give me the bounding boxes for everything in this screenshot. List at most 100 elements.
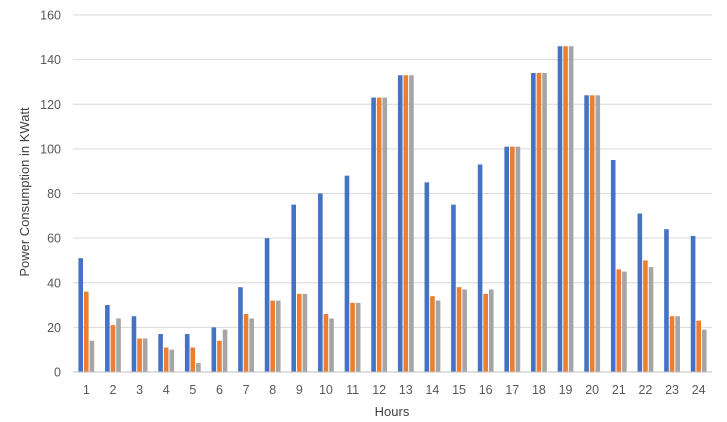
y-tick-label: 140 — [40, 53, 61, 67]
bar-series-1-hour-12 — [371, 97, 376, 373]
bar-series-2-hour-11 — [350, 302, 355, 372]
x-tick-label: 17 — [505, 383, 519, 397]
bar-series-1-hour-21 — [610, 160, 616, 372]
bar-series-3-hour-21 — [622, 271, 627, 372]
gridlines — [73, 14, 712, 328]
bar-series-3-hour-20 — [595, 95, 601, 372]
y-tick-label: 0 — [54, 366, 61, 380]
y-tick-label: 20 — [47, 321, 61, 335]
bar-series-2-hour-19 — [563, 46, 568, 373]
x-tick-label: 15 — [452, 383, 466, 397]
bar-series-1-hour-11 — [344, 175, 350, 372]
bar-series-1-hour-23 — [664, 229, 669, 372]
bar-series-2-hour-17 — [510, 146, 515, 372]
x-tick-label: 2 — [109, 383, 116, 397]
bar-series-1-hour-16 — [477, 164, 483, 372]
bar-series-1-hour-20 — [584, 95, 589, 372]
bar-series-3-hour-9 — [302, 293, 308, 372]
bar-series-1-hour-6 — [211, 327, 217, 372]
bar-series-2-hour-4 — [163, 347, 169, 372]
y-tick-label: 100 — [40, 142, 61, 156]
bar-series-2-hour-14 — [430, 296, 435, 372]
bar-series-2-hour-7 — [243, 313, 249, 372]
y-tick-label: 60 — [47, 232, 61, 246]
y-tick-label: 80 — [47, 187, 61, 201]
bar-series-1-hour-14 — [424, 182, 430, 372]
bar-series-2-hour-8 — [270, 300, 275, 372]
bar-series-3-hour-19 — [568, 46, 574, 373]
bar-series-2-hour-13 — [403, 75, 409, 373]
x-tick-label: 13 — [399, 383, 413, 397]
x-tick-label: 22 — [638, 383, 652, 397]
bar-series-2-hour-15 — [456, 287, 462, 372]
bars — [78, 46, 707, 373]
bar-series-1-hour-8 — [264, 238, 270, 372]
x-tick-label: 10 — [319, 383, 333, 397]
bar-series-3-hour-7 — [249, 318, 254, 372]
y-tick-label: 40 — [47, 276, 61, 290]
bar-series-2-hour-23 — [669, 316, 675, 372]
bar-series-2-hour-10 — [323, 313, 329, 372]
bar-series-3-hour-8 — [275, 300, 281, 372]
x-tick-label: 9 — [296, 383, 303, 397]
bar-series-1-hour-1 — [78, 258, 84, 372]
x-tick-label: 6 — [216, 383, 223, 397]
bar-series-3-hour-4 — [169, 349, 175, 372]
x-tick-label: 16 — [479, 383, 493, 397]
bar-series-2-hour-12 — [376, 97, 382, 373]
bar-series-2-hour-3 — [137, 338, 142, 372]
x-tick-label: 20 — [585, 383, 599, 397]
bar-series-3-hour-22 — [648, 267, 654, 372]
bar-series-3-hour-2 — [116, 318, 121, 372]
bar-series-2-hour-24 — [696, 320, 701, 372]
bar-series-3-hour-13 — [409, 75, 414, 373]
bar-series-2-hour-16 — [483, 293, 488, 372]
x-tick-label: 14 — [425, 383, 439, 397]
x-tick-label: 12 — [372, 383, 386, 397]
bar-series-1-hour-2 — [105, 305, 110, 372]
bar-series-3-hour-23 — [675, 316, 680, 372]
x-tick-label: 11 — [346, 383, 359, 397]
x-tick-label: 7 — [243, 383, 250, 397]
bar-series-3-hour-6 — [222, 329, 228, 372]
y-tick-label: 160 — [40, 9, 61, 23]
bar-series-1-hour-15 — [451, 204, 456, 372]
bar-series-1-hour-9 — [291, 204, 297, 372]
bar-series-1-hour-24 — [690, 235, 696, 372]
x-tick-label: 8 — [269, 383, 276, 397]
x-tick-label: 21 — [612, 383, 626, 397]
bar-series-1-hour-22 — [637, 213, 643, 372]
bar-series-3-hour-1 — [89, 340, 95, 372]
bar-series-3-hour-14 — [435, 300, 441, 372]
y-axis-title: Power Consumption in KWatt — [17, 107, 32, 277]
bar-series-1-hour-13 — [397, 75, 403, 373]
bar-series-2-hour-21 — [616, 269, 622, 372]
bar-series-3-hour-5 — [196, 363, 201, 372]
bar-series-2-hour-18 — [536, 73, 542, 372]
bar-series-3-hour-3 — [142, 338, 148, 372]
bar-series-3-hour-16 — [488, 289, 494, 372]
x-tick-label: 23 — [665, 383, 679, 397]
bar-series-3-hour-15 — [462, 289, 467, 372]
x-tick-label: 5 — [189, 383, 196, 397]
bar-series-1-hour-5 — [184, 334, 190, 372]
bar-series-3-hour-10 — [329, 318, 334, 372]
bar-series-1-hour-10 — [318, 193, 323, 372]
x-tick-label: 24 — [692, 383, 706, 397]
bar-series-3-hour-11 — [355, 302, 361, 372]
bar-series-3-hour-12 — [382, 97, 388, 373]
bar-series-2-hour-1 — [84, 291, 89, 372]
bar-series-2-hour-2 — [110, 325, 116, 372]
bar-series-3-hour-24 — [701, 329, 707, 372]
bar-series-2-hour-22 — [643, 260, 648, 372]
x-axis-title: Hours — [375, 404, 410, 419]
y-tick-label: 120 — [40, 98, 61, 112]
x-tick-label: 19 — [559, 383, 573, 397]
bar-series-1-hour-7 — [238, 287, 243, 372]
bar-series-1-hour-3 — [131, 316, 137, 372]
x-tick-label: 18 — [532, 383, 546, 397]
bar-series-1-hour-18 — [531, 73, 536, 372]
bar-series-2-hour-9 — [297, 293, 302, 372]
